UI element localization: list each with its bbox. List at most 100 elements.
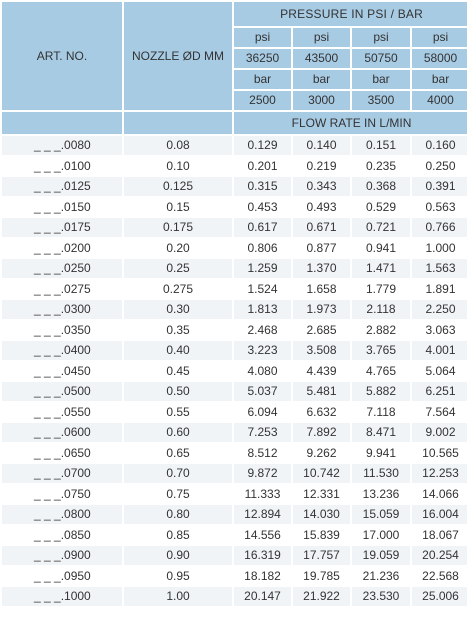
- flow-rate-cell: 17.757: [293, 546, 350, 565]
- art-no-cell: _ _ _.0600: [2, 423, 122, 442]
- flow-rate-cell: 1.891: [412, 279, 467, 298]
- nozzle-cell: 1.00: [124, 587, 232, 606]
- flow-rate-cell: 7.892: [293, 423, 350, 442]
- flow-rate-cell: 0.368: [352, 177, 410, 196]
- flow-rate-cell: 0.529: [352, 197, 410, 216]
- flow-rate-cell: 4.080: [234, 361, 291, 380]
- flow-rate-cell: 1.973: [293, 300, 350, 319]
- table-row: _ _ _.0850 0.85 14.556 15.839 17.000 18.067: [2, 525, 467, 544]
- flow-rate-cell: 1.259: [234, 259, 291, 278]
- table-row: _ _ _.0275 0.275 1.524 1.658 1.779 1.891: [2, 279, 467, 298]
- table-row: _ _ _.0125 0.125 0.315 0.343 0.368 0.391: [2, 177, 467, 196]
- art-no-cell: _ _ _.0200: [2, 238, 122, 257]
- art-no-cell: _ _ _.0125: [2, 177, 122, 196]
- nozzle-cell: 0.80: [124, 505, 232, 524]
- flow-rate-cell: 4.765: [352, 361, 410, 380]
- table-header: ART. NO. NOZZLE ØD MM PRESSURE IN PSI / …: [2, 2, 467, 134]
- flow-rate-cell: 9.941: [352, 443, 410, 462]
- nozzle-cell: 0.60: [124, 423, 232, 442]
- nozzle-cell: 0.08: [124, 136, 232, 155]
- flow-rate-cell: 7.253: [234, 423, 291, 442]
- psi-value: 58000: [412, 49, 467, 68]
- flow-rate-cell: 0.315: [234, 177, 291, 196]
- table-row: _ _ _.0100 0.10 0.201 0.219 0.235 0.250: [2, 156, 467, 175]
- flow-rate-cell: 5.481: [293, 382, 350, 401]
- table-row: _ _ _.0750 0.75 11.333 12.331 13.236 14.066: [2, 484, 467, 503]
- flow-rate-cell: 14.030: [293, 505, 350, 524]
- art-no-cell: _ _ _.0250: [2, 259, 122, 278]
- bar-value: 2500: [234, 91, 291, 110]
- flow-rate-cell: 17.000: [352, 525, 410, 544]
- nozzle-cell: 0.75: [124, 484, 232, 503]
- nozzle-header: NOZZLE ØD MM: [124, 2, 232, 110]
- flow-rate-cell: 21.922: [293, 587, 350, 606]
- flow-rate-cell: 9.002: [412, 423, 467, 442]
- art-no-cell: _ _ _.0100: [2, 156, 122, 175]
- flow-rate-cell: 0.140: [293, 136, 350, 155]
- table-row: _ _ _.0300 0.30 1.813 1.973 2.118 2.250: [2, 300, 467, 319]
- flow-rate-cell: 12.253: [412, 464, 467, 483]
- bar-value: 3000: [293, 91, 350, 110]
- flow-rate-cell: 1.563: [412, 259, 467, 278]
- flow-rate-cell: 16.004: [412, 505, 467, 524]
- art-no-cell: _ _ _.0275: [2, 279, 122, 298]
- flow-rate-cell: 6.251: [412, 382, 467, 401]
- art-no-cell: _ _ _.0700: [2, 464, 122, 483]
- flow-rate-cell: 2.468: [234, 320, 291, 339]
- flow-rate-cell: 12.331: [293, 484, 350, 503]
- flow-rate-cell: 11.333: [234, 484, 291, 503]
- art-no-cell: _ _ _.0350: [2, 320, 122, 339]
- nozzle-cell: 0.30: [124, 300, 232, 319]
- flow-rate-cell: 21.236: [352, 566, 410, 585]
- flow-rate-cell: 5.064: [412, 361, 467, 380]
- table-row: _ _ _.0450 0.45 4.080 4.439 4.765 5.064: [2, 361, 467, 380]
- art-no-cell: _ _ _.0800: [2, 505, 122, 524]
- flow-rate-cell: 0.160: [412, 136, 467, 155]
- table-row: _ _ _.0150 0.15 0.453 0.493 0.529 0.563: [2, 197, 467, 216]
- flow-rate-cell: 0.721: [352, 218, 410, 237]
- flow-rate-cell: 5.882: [352, 382, 410, 401]
- flow-rate-cell: 0.617: [234, 218, 291, 237]
- flow-rate-cell: 2.118: [352, 300, 410, 319]
- flow-rate-cell: 1.370: [293, 259, 350, 278]
- flow-rate-cell: 0.219: [293, 156, 350, 175]
- flow-rate-cell: 14.556: [234, 525, 291, 544]
- bar-value: 3500: [352, 91, 410, 110]
- flow-rate-cell: 25.006: [412, 587, 467, 606]
- table-row: _ _ _.0400 0.40 3.223 3.508 3.765 4.001: [2, 341, 467, 360]
- flow-rate-cell: 0.250: [412, 156, 467, 175]
- art-no-cell: _ _ _.1000: [2, 587, 122, 606]
- table-body: _ _ _.0080 0.08 0.129 0.140 0.151 0.160 _ _ _.…: [2, 136, 467, 606]
- bar-value: 4000: [412, 91, 467, 110]
- bar-label: bar: [352, 70, 410, 89]
- nozzle-header-tail: [124, 112, 232, 134]
- flow-rate-cell: 10.742: [293, 464, 350, 483]
- flow-rate-cell: 2.250: [412, 300, 467, 319]
- flow-rate-cell: 1.471: [352, 259, 410, 278]
- nozzle-cell: 0.50: [124, 382, 232, 401]
- flow-rate-cell: 20.254: [412, 546, 467, 565]
- nozzle-cell: 0.85: [124, 525, 232, 544]
- art-no-cell: _ _ _.0750: [2, 484, 122, 503]
- art-no-cell: _ _ _.0500: [2, 382, 122, 401]
- flow-rate-cell: 20.147: [234, 587, 291, 606]
- flow-rate-cell: 8.471: [352, 423, 410, 442]
- flow-rate-cell: 0.766: [412, 218, 467, 237]
- flow-rate-cell: 13.236: [352, 484, 410, 503]
- table-row: _ _ _.0250 0.25 1.259 1.370 1.471 1.563: [2, 259, 467, 278]
- art-no-cell: _ _ _.0550: [2, 402, 122, 421]
- art-no-cell: _ _ _.0080: [2, 136, 122, 155]
- nozzle-cell: 0.20: [124, 238, 232, 257]
- flow-rate-cell: 10.565: [412, 443, 467, 462]
- flow-rate-cell: 3.063: [412, 320, 467, 339]
- flow-rate-cell: 0.877: [293, 238, 350, 257]
- flow-rate-table: ART. NO. NOZZLE ØD MM PRESSURE IN PSI / …: [2, 2, 467, 606]
- flow-rate-header: FLOW RATE IN L/MIN: [234, 112, 467, 134]
- table-row: _ _ _.0080 0.08 0.129 0.140 0.151 0.160: [2, 136, 467, 155]
- nozzle-cell: 0.25: [124, 259, 232, 278]
- art-no-cell: _ _ _.0150: [2, 197, 122, 216]
- flow-rate-cell: 0.151: [352, 136, 410, 155]
- flow-rate-cell: 4.439: [293, 361, 350, 380]
- flow-rate-cell: 1.779: [352, 279, 410, 298]
- table-row: _ _ _.0350 0.35 2.468 2.685 2.882 3.063: [2, 320, 467, 339]
